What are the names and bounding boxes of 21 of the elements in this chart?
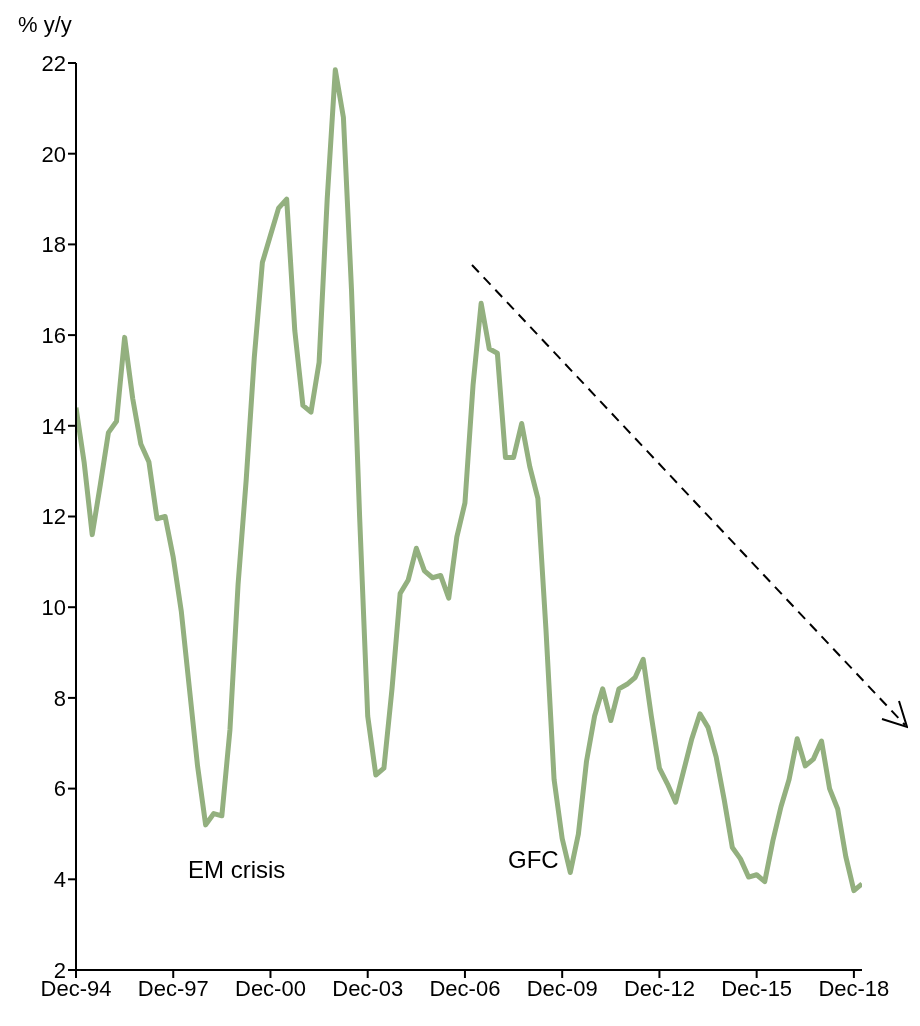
y-tick-label: 12 xyxy=(41,504,66,530)
y-tick-label: 22 xyxy=(41,50,66,76)
y-tick-label: 8 xyxy=(53,685,66,711)
x-tick-label: Dec-00 xyxy=(235,975,306,1001)
x-tick-label: Dec-09 xyxy=(526,975,598,1001)
x-tick-label: Dec-97 xyxy=(137,975,209,1001)
x-tick-label: Dec-18 xyxy=(818,975,890,1001)
y-axis-title: % y/y xyxy=(18,12,72,38)
x-tick-label: Dec-06 xyxy=(429,975,501,1001)
x-tick-label: Dec-15 xyxy=(721,975,793,1001)
y-tick-label: 6 xyxy=(53,776,66,802)
y-tick-label: 4 xyxy=(53,867,66,893)
y-tick-label: 16 xyxy=(41,322,66,348)
y-tick-label: 18 xyxy=(41,232,66,258)
y-tick-label: 20 xyxy=(41,141,66,167)
x-tick-label: Dec-03 xyxy=(332,975,404,1001)
annotation: GFC xyxy=(508,846,559,874)
y-tick-label: 14 xyxy=(41,413,66,439)
annotation: EM crisis xyxy=(188,856,286,884)
y-tick-label: 10 xyxy=(41,595,66,621)
x-tick-label: Dec-12 xyxy=(623,975,695,1001)
